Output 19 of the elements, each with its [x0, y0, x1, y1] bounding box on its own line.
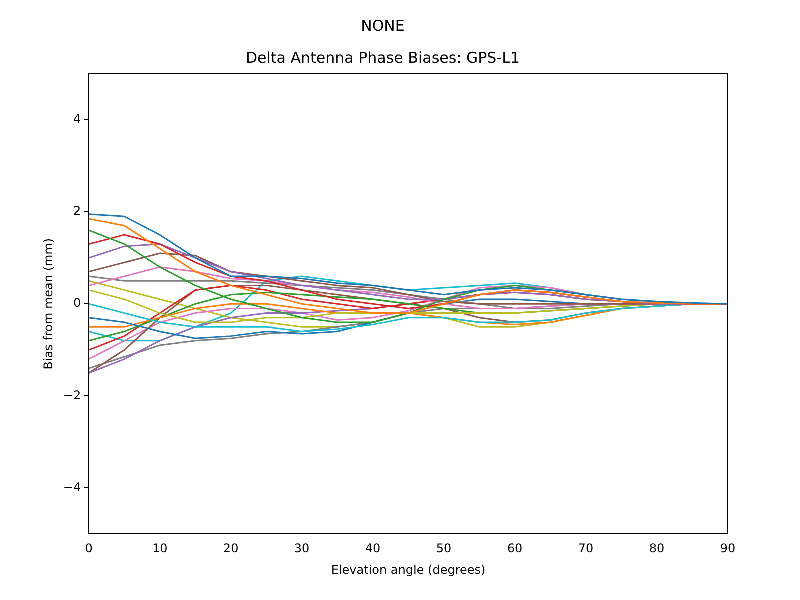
chart-title: NONE [361, 16, 405, 35]
y-tick-label: −2 [63, 388, 82, 402]
x-tick-label: 30 [294, 542, 310, 556]
x-tick-label: 90 [720, 542, 736, 556]
chart-subtitle: Delta Antenna Phase Biases: GPS-L1 [246, 48, 520, 67]
x-axis-title: Elevation angle (degrees) [331, 562, 486, 577]
y-tick-label: 2 [73, 204, 82, 218]
x-tick-label: 70 [578, 542, 594, 556]
y-tick-label: 4 [73, 112, 82, 126]
x-tick-label: 40 [365, 542, 381, 556]
x-tick-label: 80 [649, 542, 665, 556]
y-axis-title: Bias from mean (mm) [41, 238, 56, 370]
x-tick-label: 60 [507, 542, 523, 556]
x-tick-label: 10 [152, 542, 168, 556]
x-tick-label: 0 [85, 542, 93, 556]
x-tick-label: 50 [436, 542, 452, 556]
x-tick-label: 20 [223, 542, 239, 556]
y-tick-label: 0 [73, 296, 82, 310]
y-tick-label: −4 [63, 480, 82, 494]
